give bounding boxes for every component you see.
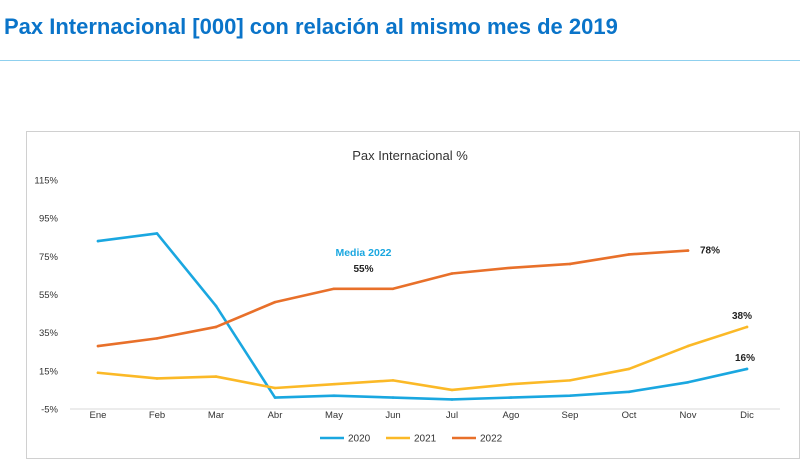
data-point-2021 <box>273 386 277 390</box>
data-point-2022 <box>686 249 690 252</box>
y-tick-label: 115% <box>34 176 58 187</box>
series-line-2020 <box>96 232 749 401</box>
data-point-2020 <box>273 396 277 399</box>
y-tick-label: -5% <box>41 405 58 416</box>
data-point-2021 <box>627 367 631 371</box>
data-point-2020 <box>96 239 100 243</box>
x-tick-label: Jul <box>446 410 458 421</box>
data-point-2022 <box>391 287 395 291</box>
title-divider <box>0 60 800 61</box>
page-title: Pax Internacional [000] con relación al … <box>4 14 618 39</box>
y-tick-label: 15% <box>39 366 59 377</box>
data-point-2021 <box>391 379 395 382</box>
data-point-2020 <box>627 390 631 394</box>
data-point-2021 <box>686 344 690 348</box>
data-point-2021 <box>332 382 336 386</box>
x-tick-label: Jun <box>385 410 400 421</box>
data-point-2021 <box>745 325 749 329</box>
data-point-2022 <box>509 266 513 270</box>
data-point-2020 <box>332 394 336 397</box>
data-point-2021 <box>568 379 572 382</box>
data-point-2021 <box>509 382 513 386</box>
data-point-2020 <box>686 380 690 384</box>
series-line-2022 <box>96 249 690 348</box>
data-point-2020 <box>745 367 749 371</box>
legend-label-2021: 2021 <box>414 434 437 445</box>
data-point-2022 <box>273 300 277 304</box>
data-point-2021 <box>155 377 159 380</box>
data-point-2021 <box>96 371 100 375</box>
x-tick-label: Ene <box>90 410 107 421</box>
media-2022-value: 55% <box>353 264 373 275</box>
x-tick-label: Mar <box>208 410 224 421</box>
legend-label-2020: 2020 <box>348 434 371 445</box>
media-2022-label: Media 2022 <box>335 247 391 259</box>
data-label-2021-dic: 38% <box>732 311 752 322</box>
x-tick-label: May <box>325 410 343 421</box>
series-line-2021 <box>96 325 749 392</box>
chart-frame <box>26 131 800 459</box>
data-point-2021 <box>214 375 218 378</box>
data-point-2022 <box>96 344 100 348</box>
x-tick-label: Nov <box>680 410 697 421</box>
data-point-2022 <box>627 253 631 256</box>
data-point-2020 <box>214 304 218 308</box>
data-point-2022 <box>332 287 336 291</box>
data-point-2022 <box>568 262 572 266</box>
chart-title: Pax Internacional % <box>352 148 468 163</box>
data-point-2020 <box>155 232 159 235</box>
y-tick-label: 95% <box>39 214 59 225</box>
data-label-2022-nov: 78% <box>700 246 720 257</box>
data-point-2022 <box>214 325 218 329</box>
x-tick-label: Ago <box>503 410 520 421</box>
data-point-2020 <box>391 396 395 399</box>
y-tick-label: 75% <box>39 252 59 263</box>
legend-label-2022: 2022 <box>480 434 503 445</box>
data-label-2020-dic: 16% <box>735 353 755 364</box>
data-point-2020 <box>568 394 572 397</box>
x-tick-label: Abr <box>268 410 283 421</box>
x-tick-label: Sep <box>562 410 579 421</box>
y-tick-label: 55% <box>39 290 59 301</box>
data-point-2022 <box>155 337 159 340</box>
data-point-2022 <box>450 272 454 275</box>
y-tick-label: 35% <box>39 328 59 339</box>
x-tick-label: Dic <box>740 410 754 421</box>
x-tick-label: Feb <box>149 410 165 421</box>
data-point-2021 <box>450 388 454 392</box>
data-point-2020 <box>509 396 513 399</box>
x-tick-label: Oct <box>622 410 637 421</box>
data-point-2020 <box>450 398 454 401</box>
